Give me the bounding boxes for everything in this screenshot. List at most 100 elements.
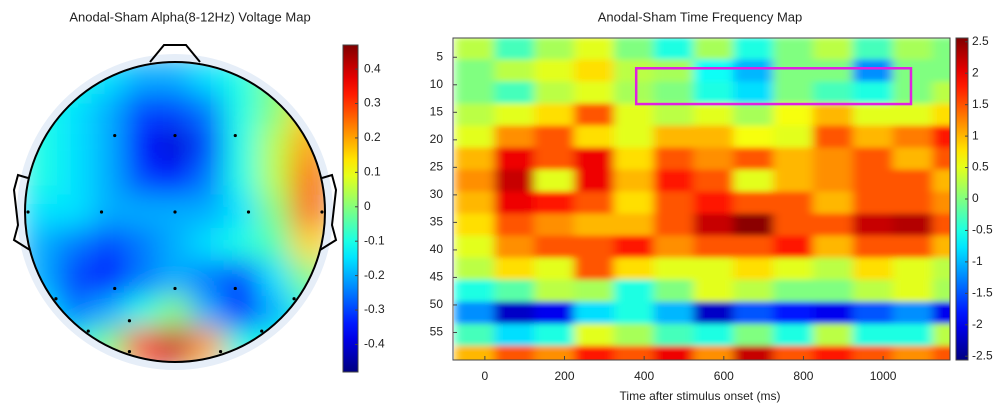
power-cell: [812, 279, 854, 303]
voltage-cell: [124, 128, 160, 164]
power-cell: [693, 103, 735, 127]
power-cell: [534, 147, 575, 171]
power-cell: [494, 213, 536, 237]
power-cell: [653, 125, 695, 149]
x-tick-label: 200: [554, 369, 574, 383]
power-cell: [494, 147, 536, 171]
power-cell: [613, 323, 655, 347]
power-cell: [892, 125, 934, 149]
power-cell: [773, 38, 814, 61]
power-cell: [812, 213, 854, 237]
voltage-cell: [57, 194, 92, 230]
power-cell: [653, 147, 695, 171]
power-cell: [454, 103, 496, 127]
power-cell: [812, 257, 854, 281]
power-cell: [892, 103, 934, 127]
x-tick-label: 0: [482, 369, 489, 383]
power-cell: [653, 345, 695, 360]
chart-title: Anodal-Sham Alpha(8-12Hz) Voltage Map: [69, 9, 310, 24]
voltage-cell: [291, 62, 325, 96]
power-cell: [494, 169, 536, 193]
voltage-cell: [57, 128, 92, 164]
voltage-cell: [157, 161, 193, 197]
power-cell: [892, 235, 934, 259]
power-cell: [932, 301, 950, 325]
power-cell: [693, 191, 735, 215]
left-ear: [12, 173, 31, 251]
voltage-cell: [258, 260, 293, 296]
electrode: [99, 210, 104, 214]
power-cell: [852, 235, 894, 259]
voltage-cell: [57, 260, 92, 296]
power-cell: [733, 59, 775, 83]
y-tick-label: 45: [430, 270, 444, 284]
power-cell: [932, 345, 950, 360]
power-cell: [733, 235, 775, 259]
power-cell: [932, 147, 950, 171]
power-cell: [892, 59, 934, 83]
power-cell: [892, 213, 934, 237]
electrode: [233, 286, 237, 291]
colorbar-tick-label: -1.5: [972, 286, 993, 300]
power-cell: [812, 81, 854, 105]
x-tick-label: 400: [634, 369, 654, 383]
power-cell: [932, 169, 950, 193]
colorbar-tick-label: 2.5: [972, 34, 989, 48]
power-cell: [932, 191, 950, 215]
power-cell: [613, 235, 655, 259]
power-cell: [454, 38, 496, 61]
power-cell: [932, 257, 950, 281]
voltage-cell: [91, 194, 127, 230]
voltage-cell: [223, 194, 259, 230]
power-cell: [892, 257, 934, 281]
power-cell: [534, 213, 575, 237]
power-cell: [534, 38, 575, 61]
power-cell: [613, 38, 655, 61]
power-cell: [534, 323, 575, 347]
voltage-cell: [91, 128, 127, 164]
voltage-cell: [258, 128, 293, 164]
power-cell: [812, 169, 854, 193]
voltage-cell: [25, 194, 59, 230]
voltage-cell: [223, 161, 259, 197]
power-cell: [494, 81, 536, 105]
power-cell: [892, 38, 934, 61]
electrode: [292, 297, 296, 301]
colorbar-tick-label: 0.5: [972, 160, 989, 174]
power-cell: [733, 81, 775, 105]
power-cell: [573, 125, 615, 149]
power-cell: [693, 213, 735, 237]
power-cell: [573, 38, 615, 61]
power-cell: [852, 213, 894, 237]
voltage-cell: [223, 295, 259, 330]
power-cell: [693, 301, 735, 325]
power-cell: [573, 103, 615, 127]
electrode: [127, 350, 132, 354]
voltage-cell: [124, 260, 160, 296]
power-cell: [733, 103, 775, 127]
electrode: [218, 350, 223, 354]
power-cell: [573, 323, 615, 347]
power-cell: [773, 59, 814, 83]
power-cell: [773, 257, 814, 281]
voltage-cell: [190, 194, 226, 230]
power-cell: [932, 59, 950, 83]
power-cell: [852, 38, 894, 61]
power-cell: [693, 345, 735, 360]
colorbar-tick-label: 0: [364, 199, 371, 213]
power-cell: [693, 169, 735, 193]
electrode: [173, 210, 177, 214]
power-cell: [613, 213, 655, 237]
power-cell: [534, 257, 575, 281]
power-cell: [693, 147, 735, 171]
colorbar-tick-label: 2: [972, 65, 979, 79]
power-cell: [653, 38, 695, 61]
power-cell: [892, 301, 934, 325]
power-cell: [573, 81, 615, 105]
power-cell: [494, 125, 536, 149]
voltage-cell: [124, 161, 160, 197]
power-cell: [693, 59, 735, 83]
power-cell: [852, 323, 894, 347]
power-cell: [534, 279, 575, 303]
